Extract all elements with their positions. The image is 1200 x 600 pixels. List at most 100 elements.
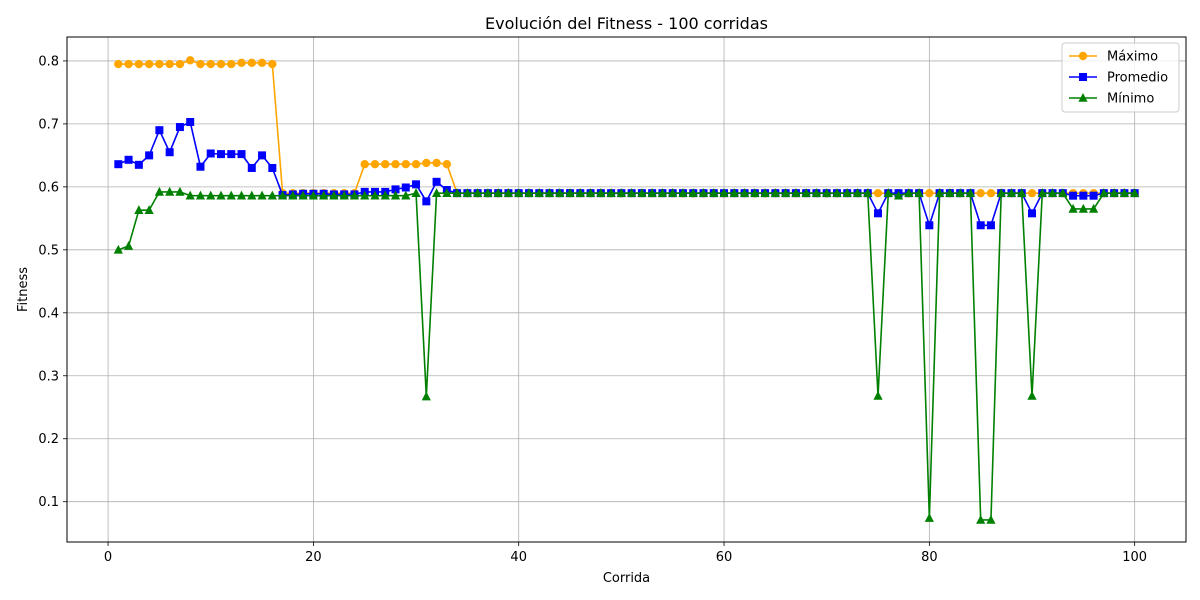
series-3-point (832, 188, 842, 197)
series-3-point (575, 188, 585, 197)
series-3-point (976, 514, 986, 524)
series-3-point (493, 188, 503, 197)
series-1-point (873, 188, 883, 198)
series-3-point (698, 188, 709, 197)
series-1-point (134, 59, 144, 69)
series-1-point (124, 59, 133, 69)
series-3-point (247, 190, 257, 200)
series-2-point (432, 177, 441, 186)
series-3-point (1089, 203, 1099, 213)
series-3-point (596, 188, 606, 197)
series-3-point (965, 188, 976, 197)
series-1-point (247, 58, 256, 68)
series-3-point (401, 190, 411, 200)
series-1-point (237, 58, 246, 68)
series-3-point (811, 188, 822, 197)
series-2-point (206, 149, 215, 158)
series-3-point (298, 190, 308, 200)
chart-title: Evolución del Fitness - 100 corridas (485, 14, 768, 33)
plot-frame (66, 36, 1187, 543)
series-3-point (267, 190, 277, 200)
series-3-point (319, 190, 329, 200)
y-tick-label: 0.4 (38, 306, 59, 321)
series-2-point (124, 155, 133, 164)
series-3-point (565, 188, 575, 197)
series-1-point (986, 188, 996, 198)
series-3-point (914, 188, 924, 197)
series-3-point (822, 188, 832, 197)
series-1-point (165, 59, 174, 69)
series-3-point (473, 188, 483, 197)
series-3-point (1109, 188, 1119, 197)
series-3-point (514, 188, 524, 197)
series-1-point (422, 158, 431, 168)
y-tick-label: 0.7 (38, 117, 59, 132)
legend-swatch-marker (1078, 93, 1088, 102)
series-3-point (945, 188, 955, 197)
series-3-point (288, 190, 298, 200)
series-3-point (996, 188, 1006, 197)
series-3-point (421, 391, 431, 401)
series-3-point (1130, 188, 1140, 197)
series-1-point (175, 59, 185, 69)
y-tick-label: 0.6 (38, 180, 59, 195)
series-2-point (145, 151, 154, 160)
legend-entry-label: Mínimo (1107, 92, 1154, 107)
series-2-point (237, 150, 246, 159)
series-2-point (247, 163, 256, 172)
series-3-point (165, 186, 175, 196)
series-3-point (678, 188, 688, 197)
series-3-point (647, 188, 657, 197)
series-3-point (637, 188, 647, 197)
series-3-point (760, 188, 770, 197)
series-3-point (123, 241, 134, 250)
legend-swatch-marker (1079, 73, 1087, 81)
series-1-point (370, 159, 380, 169)
series-2-point (216, 150, 225, 159)
series-3-point (390, 190, 401, 200)
legend-entry-label: Promedio (1107, 71, 1168, 86)
series-3-point (1119, 188, 1130, 197)
series-1-point (1027, 188, 1037, 198)
series-1-point (206, 59, 215, 69)
series-3-point (719, 188, 729, 197)
series-3-point (524, 188, 534, 197)
series-3-point (1078, 203, 1088, 213)
series-1-point (432, 158, 441, 168)
series-3-point (1027, 390, 1037, 400)
series-3-point (924, 513, 934, 522)
series-3-point (431, 188, 442, 197)
series-3-point (1037, 188, 1047, 197)
ticks-layer: 0 20 40 60 80 100 0.1 0.2 0.3 0.4 0.5 0.6 0.7 0.8 (38, 54, 1147, 565)
series-3-point (1068, 203, 1078, 213)
y-tick-label: 0.5 (38, 243, 59, 258)
series-3-point (360, 190, 370, 200)
series-3-point (1006, 188, 1017, 197)
series-1-point (268, 59, 277, 69)
series-3-point (709, 188, 719, 197)
series-3-point (1017, 188, 1027, 197)
series-3-point (883, 188, 893, 197)
grid-layer (67, 37, 1186, 542)
series-3-point (585, 188, 596, 197)
x-tick-label: 100 (1122, 550, 1147, 565)
series-3-point (226, 190, 236, 200)
series-3-point (688, 188, 698, 197)
series-3-point (986, 514, 996, 524)
series-1-point (925, 188, 934, 198)
series-3-point (616, 188, 626, 197)
series-3-point (739, 188, 750, 197)
series-3-point (750, 188, 760, 197)
legend-swatch-marker (1078, 51, 1088, 61)
series-3-point (308, 190, 318, 200)
series-3-point (770, 188, 780, 197)
series-3-point (606, 188, 616, 197)
series-3-point (411, 188, 421, 197)
series-1-point (155, 59, 164, 69)
series-1-point (185, 56, 195, 65)
series-3-point (257, 190, 267, 200)
series-3-point (113, 244, 123, 254)
series-2-point (196, 162, 205, 171)
